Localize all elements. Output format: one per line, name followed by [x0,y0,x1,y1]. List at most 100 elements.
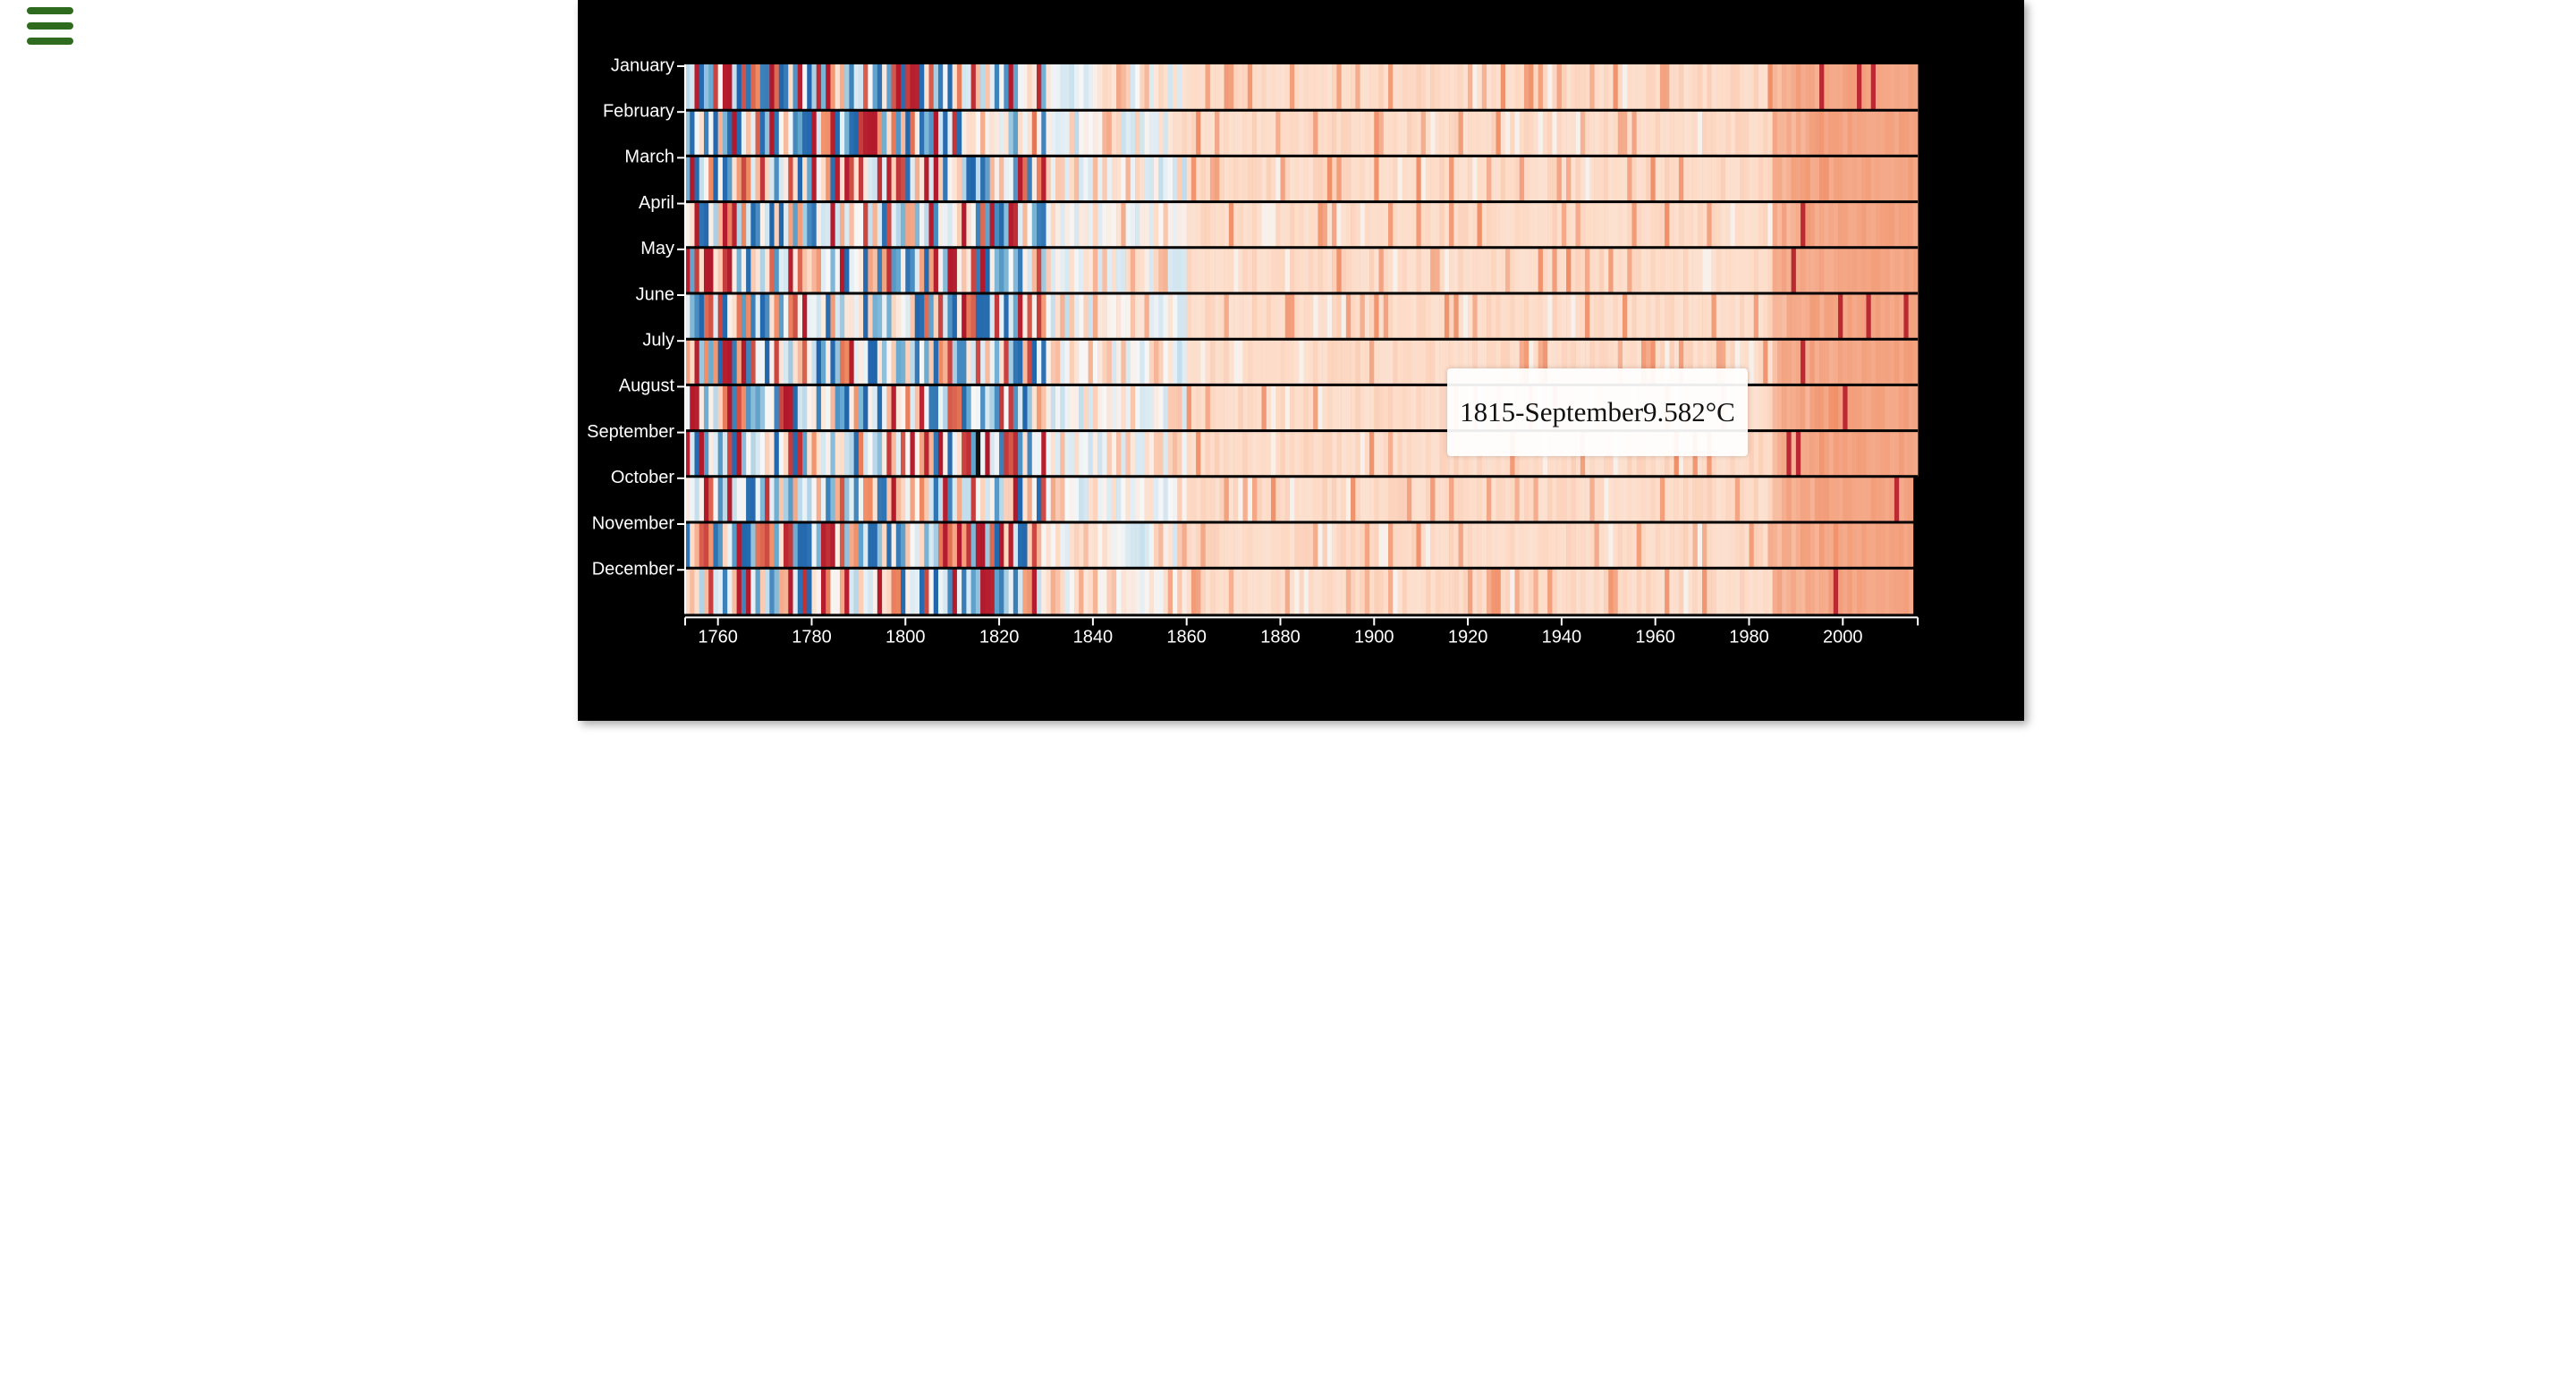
heatmap-cell[interactable] [919,156,925,202]
heatmap-cell[interactable] [1158,201,1164,248]
heatmap-cell[interactable] [1575,110,1581,157]
heatmap-cell[interactable] [1552,247,1557,293]
heatmap-cell[interactable] [1477,201,1483,248]
heatmap-cell[interactable] [1247,568,1253,614]
heatmap-cell[interactable] [1782,156,1787,202]
heatmap-cell[interactable] [1487,247,1492,293]
heatmap-cell[interactable] [792,522,799,569]
heatmap-cell[interactable] [1191,201,1197,248]
heatmap-cell[interactable] [868,522,873,569]
heatmap-cell[interactable] [1402,476,1408,522]
heatmap-cell[interactable] [1627,522,1632,569]
heatmap-cell[interactable] [1046,385,1052,431]
heatmap-cell[interactable] [1378,568,1385,614]
heatmap-cell[interactable] [1749,110,1755,157]
heatmap-cell[interactable] [1556,156,1563,202]
heatmap-cell[interactable] [1795,568,1801,614]
heatmap-cell[interactable] [1313,339,1318,385]
heatmap-cell[interactable] [1252,522,1258,569]
heatmap-cell[interactable] [807,385,812,431]
heatmap-cell[interactable] [1523,293,1530,340]
heatmap-cell[interactable] [690,110,695,157]
heatmap-cell[interactable] [980,156,986,202]
heatmap-cell[interactable] [1875,247,1881,293]
heatmap-cell[interactable] [1345,339,1352,385]
heatmap-cell[interactable] [1144,568,1150,614]
heatmap-cell[interactable] [1266,522,1272,569]
heatmap-cell[interactable] [1885,568,1890,614]
heatmap-cell[interactable] [1721,293,1726,340]
heatmap-cell[interactable] [877,293,883,340]
heatmap-cell[interactable] [1814,385,1820,431]
heatmap-cell[interactable] [1556,293,1563,340]
heatmap-cell[interactable] [1819,476,1825,522]
heatmap-cell[interactable] [1538,201,1544,248]
heatmap-cell[interactable] [1397,476,1403,522]
heatmap-cell[interactable] [947,293,953,340]
heatmap-cell[interactable] [1580,568,1586,614]
heatmap-cell[interactable] [933,430,939,477]
heatmap-cell[interactable] [1814,339,1820,385]
heatmap-cell[interactable] [1903,64,1909,111]
heatmap-cell[interactable] [774,339,780,385]
heatmap-cell[interactable] [1678,64,1684,111]
heatmap-cell[interactable] [891,247,897,293]
heatmap-cell[interactable] [1167,476,1174,522]
heatmap-cell[interactable] [891,476,897,522]
heatmap-cell[interactable] [1604,476,1609,522]
heatmap-cell[interactable] [1233,476,1239,522]
heatmap-cell[interactable] [1182,110,1187,157]
heatmap-cell[interactable] [755,64,761,111]
heatmap-cell[interactable] [1055,247,1061,293]
heatmap-cell[interactable] [928,293,935,340]
heatmap-cell[interactable] [1041,64,1046,111]
heatmap-cell[interactable] [1383,156,1389,202]
heatmap-cell[interactable] [1252,568,1258,614]
heatmap-cell[interactable] [1692,156,1699,202]
heatmap-cell[interactable] [1477,522,1483,569]
heatmap-cell[interactable] [905,293,911,340]
heatmap-cell[interactable] [1659,293,1665,340]
heatmap-cell[interactable] [1018,339,1023,385]
heatmap-cell[interactable] [1734,339,1741,385]
heatmap-cell[interactable] [1674,156,1680,202]
heatmap-cell[interactable] [952,247,958,293]
heatmap-cell[interactable] [765,110,770,157]
heatmap-cell[interactable] [1055,110,1061,157]
heatmap-cell[interactable] [853,385,860,431]
heatmap-cell[interactable] [1819,339,1825,385]
heatmap-cell[interactable] [816,476,822,522]
heatmap-cell[interactable] [1894,385,1900,431]
heatmap-cell[interactable] [980,522,986,569]
heatmap-cell[interactable] [1088,339,1094,385]
heatmap-cell[interactable] [1631,293,1638,340]
heatmap-cell[interactable] [1360,247,1366,293]
heatmap-cell[interactable] [1458,201,1464,248]
heatmap-cell[interactable] [1022,156,1028,202]
heatmap-cell[interactable] [895,476,902,522]
heatmap-cell[interactable] [746,156,751,202]
heatmap-cell[interactable] [1740,522,1745,569]
heatmap-cell[interactable] [1069,201,1075,248]
heatmap-cell[interactable] [1782,247,1787,293]
heatmap-cell[interactable] [1271,430,1276,477]
heatmap-cell[interactable] [1284,110,1291,157]
heatmap-cell[interactable] [1631,339,1638,385]
heatmap-cell[interactable] [1326,522,1333,569]
heatmap-cell[interactable] [1566,156,1572,202]
heatmap-cell[interactable] [924,522,929,569]
heatmap-cell[interactable] [1252,339,1258,385]
heatmap-cell[interactable] [914,568,920,614]
heatmap-cell[interactable] [1453,293,1459,340]
heatmap-cell[interactable] [1538,522,1544,569]
heatmap-cell[interactable] [1219,476,1224,522]
heatmap-cell[interactable] [1135,522,1140,569]
heatmap-cell[interactable] [1125,64,1131,111]
heatmap-cell[interactable] [1332,385,1337,431]
heatmap-cell[interactable] [1665,339,1670,385]
heatmap-cell[interactable] [1079,522,1084,569]
heatmap-cell[interactable] [1130,522,1136,569]
heatmap-cell[interactable] [1749,522,1755,569]
heatmap-cell[interactable] [985,293,990,340]
heatmap-cell[interactable] [792,110,799,157]
